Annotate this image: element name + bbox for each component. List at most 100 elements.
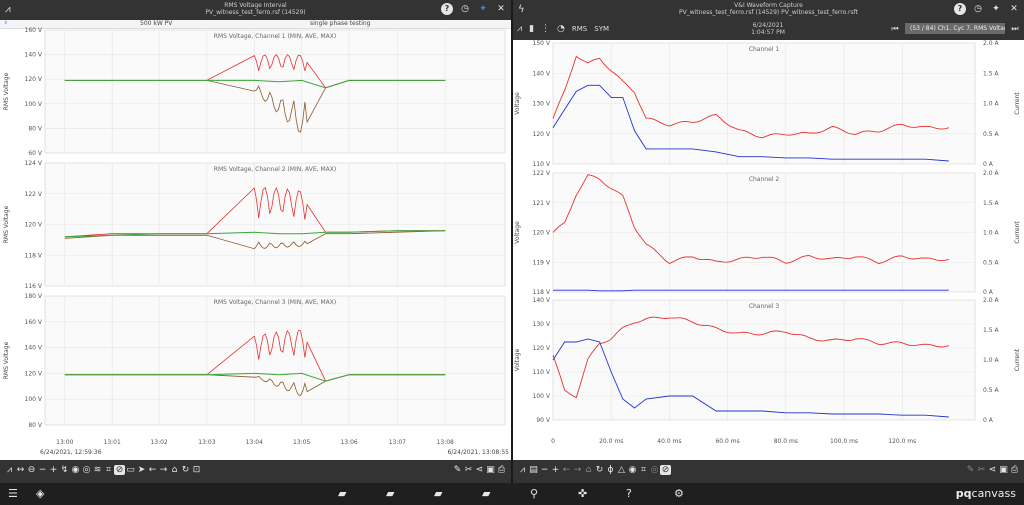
refresh-icon[interactable]: ↻ <box>595 465 604 475</box>
cursor-icon[interactable]: ➤ <box>137 465 146 475</box>
hide-icon[interactable]: ⊘ <box>660 465 671 475</box>
series-line-min <box>64 374 446 396</box>
help-icon[interactable]: ? <box>954 3 966 15</box>
grid-icon[interactable]: ⌗ <box>640 465 647 475</box>
y-tick-label: 80 V <box>28 422 43 429</box>
minus-icon[interactable]: − <box>540 465 549 475</box>
location-icon[interactable]: ⚲ <box>530 487 539 500</box>
print-icon[interactable]: ⎙ <box>1010 465 1019 475</box>
print-icon[interactable]: ⎙ <box>497 465 506 475</box>
current-series-line <box>552 338 949 418</box>
y2-tick-label: 0.5 A <box>983 259 999 266</box>
zoom-out-icon[interactable]: ⊖ <box>27 465 36 475</box>
back-icon[interactable]: ← <box>562 465 571 475</box>
edit-icon[interactable]: ✎ <box>453 465 462 475</box>
layers-icon[interactable]: ◈ <box>36 487 45 500</box>
chevron-right-icon[interactable]: › <box>4 18 8 28</box>
share-icon[interactable]: ⋖ <box>988 465 997 475</box>
y-axis-label: Voltage <box>514 348 521 371</box>
layers-icon[interactable]: ≋ <box>93 465 102 475</box>
comment-icon[interactable]: ▭ <box>126 465 135 475</box>
home-icon[interactable]: ⌂ <box>585 465 592 475</box>
right-view-icons: ⩘ ▮ ⋮ ◔ RMS SYM <box>517 24 609 34</box>
y-tick-label: 60 V <box>28 150 43 157</box>
back-icon[interactable]: ← <box>148 465 157 475</box>
stats-icon[interactable]: ⌗ <box>105 465 112 475</box>
y-tick-label: 120 V <box>533 230 551 237</box>
pin-icon[interactable]: ✦ <box>479 4 487 14</box>
right-top-toolbar: ⩘ ▮ ⋮ ◔ RMS SYM 6/24/2021 1:04:57 PM ⏮ (… <box>513 20 1024 40</box>
export-icon[interactable]: ⊡ <box>192 465 201 475</box>
panel-divider[interactable] <box>511 0 513 483</box>
left-title-actions: ? ◷ ✦ ✕ <box>441 3 507 15</box>
hide-icon[interactable]: ⊘ <box>114 465 125 475</box>
phase-icon[interactable]: ϕ <box>607 465 614 475</box>
rms-toggle[interactable]: RMS <box>571 25 588 33</box>
first-event-icon[interactable]: ⏮ <box>891 23 899 33</box>
eye-icon[interactable]: ◎ <box>650 465 659 475</box>
chart-type-icon[interactable]: ⩘ <box>519 465 526 475</box>
forward-icon[interactable]: → <box>159 465 168 475</box>
share-icon[interactable]: ⋖ <box>475 465 484 475</box>
sym-toggle[interactable]: SYM <box>594 25 610 33</box>
x-tick-label: 13:06 <box>340 439 357 446</box>
folder-report-icon[interactable]: ▰ <box>386 487 395 500</box>
table-icon[interactable]: ▤ <box>529 465 538 475</box>
y-tick-label: 118 V <box>25 252 43 259</box>
site-label: 500 kW PV <box>140 20 173 27</box>
chart-type-icon[interactable]: ⩘ <box>6 465 13 475</box>
voltage-series-line <box>552 55 949 139</box>
history-icon[interactable]: ◷ <box>974 4 982 14</box>
trend-icon[interactable]: ↯ <box>60 465 69 475</box>
refresh-icon[interactable]: ↻ <box>181 465 190 475</box>
event-selector[interactable]: (53 / 84) Ch1. Cyc 7, RMS Voltage % <box>905 23 1005 34</box>
right-charts[interactable]: 150 V 140 V 130 V 120 V 110 V 2.0 A 1.5 A 1.0 A… <box>513 0 1024 460</box>
edit-icon[interactable]: ✎ <box>966 465 975 475</box>
help-circle-icon[interactable]: ? <box>626 487 632 500</box>
x-tick-label: 13:07 <box>389 439 406 446</box>
y-tick-label: 120 V <box>25 222 43 229</box>
series-line-max <box>64 53 446 89</box>
plus-icon[interactable]: + <box>49 465 58 475</box>
satellite-icon[interactable]: ✜ <box>578 487 588 500</box>
series-line-min <box>64 80 446 133</box>
visibility-icon[interactable]: ◉ <box>71 465 80 475</box>
minus-icon[interactable]: − <box>38 465 47 475</box>
x-tick-label: 13:05 <box>293 439 310 446</box>
menu-icon[interactable]: ☰ <box>8 487 18 500</box>
history-icon[interactable]: ◷ <box>461 4 469 14</box>
folder-chart-icon[interactable]: ▰ <box>434 487 443 500</box>
save-icon[interactable]: ▣ <box>999 465 1008 475</box>
voltage-series-line <box>552 316 949 398</box>
save-icon[interactable]: ▣ <box>486 465 495 475</box>
cut-icon[interactable]: ✂ <box>977 465 986 475</box>
cut-icon[interactable]: ✂ <box>464 465 473 475</box>
bar-chart-icon[interactable]: ▮ <box>529 24 535 34</box>
close-icon[interactable]: ✕ <box>1010 4 1018 14</box>
x-tick-label: 40.0 ms <box>657 438 681 445</box>
forward-icon[interactable]: → <box>573 465 582 475</box>
folder-settings-icon[interactable]: ▰ <box>482 487 491 500</box>
gauge-icon[interactable]: ◔ <box>557 24 565 34</box>
waveform-icon[interactable]: ⩘ <box>517 24 523 34</box>
chart-title: Channel 1 <box>749 46 780 53</box>
folder-icon[interactable]: ▰ <box>338 487 347 500</box>
x-tick-label: 80.0 ms <box>774 438 798 445</box>
scope-icon[interactable]: ◉ <box>628 465 637 475</box>
settings-icon[interactable]: ⚙ <box>674 487 684 500</box>
last-event-icon[interactable]: ⏭ <box>1011 23 1019 33</box>
zoom-reset-icon[interactable]: ↔ <box>16 465 25 475</box>
help-icon[interactable]: ? <box>441 3 453 15</box>
eye-icon[interactable]: ◎ <box>82 465 91 475</box>
home-icon[interactable]: ⌂ <box>171 465 178 475</box>
close-icon[interactable]: ✕ <box>497 4 505 14</box>
y-tick-label: 110 V <box>533 161 551 168</box>
lightning-icon: ϟ <box>518 4 525 15</box>
phasor-icon[interactable]: ⋮ <box>541 24 551 34</box>
delta-icon[interactable]: △ <box>618 465 625 475</box>
pin-icon[interactable]: ✦ <box>992 4 1000 14</box>
y-tick-label: 122 V <box>25 191 43 198</box>
left-charts[interactable]: 160 V 140 V 120 V 100 V 80 V 60 V RMS Voltage,… <box>0 0 511 460</box>
plus-icon[interactable]: + <box>551 465 560 475</box>
